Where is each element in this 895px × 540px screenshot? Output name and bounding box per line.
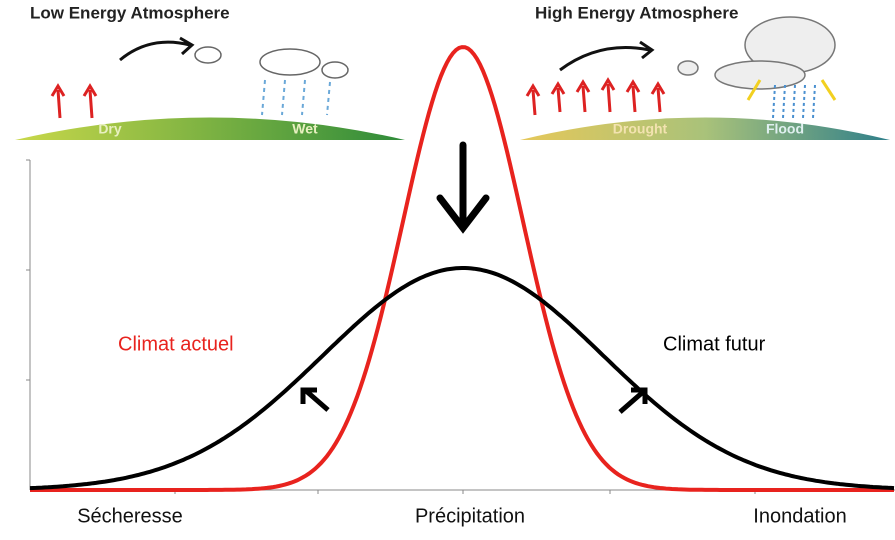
lightning: [746, 79, 837, 101]
flood-label: Flood: [766, 121, 804, 137]
flow-arrow-right: [559, 40, 655, 72]
clouds-left: [194, 46, 349, 79]
heat-arrows-left: [50, 83, 98, 119]
axis-center-label: Précipitation: [415, 505, 525, 527]
future-curve: [29, 266, 895, 491]
dry-label: Dry: [98, 121, 122, 137]
storm-cloud: [677, 16, 836, 90]
right-title: High Energy Atmosphere: [535, 3, 738, 22]
left-arrow: [300, 387, 330, 412]
flow-arrow-left: [119, 36, 195, 62]
left-title: Low Energy Atmosphere: [30, 3, 230, 22]
wet-label: Wet: [292, 121, 318, 137]
drought-label: Drought: [613, 121, 668, 137]
axis-left-label: Sécheresse: [77, 505, 183, 527]
right-arrow: [618, 387, 648, 414]
rain-left: [261, 79, 331, 116]
current-curve: [30, 45, 894, 492]
current-label: Climat actuel: [118, 333, 234, 355]
heat-arrows-right: [525, 77, 666, 116]
left-hill: [15, 117, 405, 140]
future-label: Climat futur: [663, 333, 766, 355]
rain-right: [772, 84, 816, 119]
down-arrow: [436, 141, 490, 234]
axis-right-label: Inondation: [753, 505, 846, 527]
right-hill: [520, 117, 890, 140]
